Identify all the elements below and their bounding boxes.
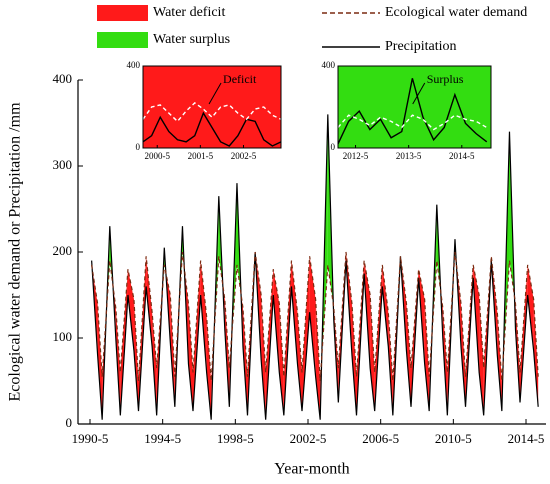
legend-swatch <box>97 5 148 21</box>
line <box>143 111 281 147</box>
area-fill <box>315 299 321 420</box>
area-fill <box>206 316 212 420</box>
area-fill <box>200 260 207 373</box>
area-fill <box>309 256 316 377</box>
area-fill <box>188 303 193 412</box>
x-tick-label: 2001-5 <box>188 151 214 161</box>
inset-background <box>143 66 281 148</box>
x-tick-label: 1998-5 <box>217 431 254 446</box>
area-fill <box>127 269 134 351</box>
legend: Water deficit Water surplus Ecological w… <box>97 5 527 54</box>
inset-plot <box>143 101 281 147</box>
legend-label: Water surplus <box>153 32 230 47</box>
x-tick-label: 1994-5 <box>144 431 181 446</box>
y-tick-label: 400 <box>53 71 73 86</box>
line <box>91 251 539 382</box>
x-tick-label: 2012-5 <box>343 151 369 161</box>
y-tick-label: 300 <box>53 157 73 172</box>
y-tick-label: 0 <box>331 142 336 152</box>
y-axis-label: Ecological water demand or Precipitation… <box>7 102 24 402</box>
y-tick-label: 0 <box>136 142 141 152</box>
area-fill <box>242 307 248 416</box>
y-tick-label: 400 <box>127 60 141 70</box>
y-tick-label: 400 <box>322 60 336 70</box>
legend-swatch <box>97 32 148 48</box>
line <box>338 114 488 131</box>
x-tick-label: 2000-5 <box>144 151 170 161</box>
area-fill <box>170 295 175 407</box>
x-tick-label: 2002-5 <box>231 151 257 161</box>
annotation: Surplus <box>427 72 464 86</box>
annotation: Deficit <box>223 72 257 86</box>
inset-background <box>338 66 491 148</box>
area-fill <box>479 295 484 416</box>
x-tick-label: 2014-5 <box>508 431 545 446</box>
area-fill <box>146 256 153 347</box>
inset-frame <box>337 65 492 149</box>
legend-label: Precipitation <box>385 39 457 54</box>
x-tick-label: 2002-5 <box>290 431 327 446</box>
x-tick-label: 1990-5 <box>72 431 109 446</box>
x-axis-label: Year-month <box>274 461 349 478</box>
y-tick-label: 200 <box>53 243 73 258</box>
area-fill <box>370 295 375 412</box>
line <box>338 78 488 145</box>
x-tick-label: 2014-5 <box>449 151 475 161</box>
area-fill <box>302 256 310 412</box>
line <box>143 101 281 123</box>
area-fill <box>261 295 266 420</box>
area-fill <box>527 264 534 351</box>
x-tick-label: 2013-5 <box>396 151 422 161</box>
area-fill <box>406 303 412 407</box>
inset-frame <box>142 65 282 149</box>
annotation-arrow <box>412 82 426 105</box>
inset-plot <box>338 78 488 145</box>
x-tick-label: 2010-5 <box>435 431 472 446</box>
y-tick-label: 0 <box>66 415 73 430</box>
y-tick-label: 100 <box>53 329 73 344</box>
area-fill <box>297 312 303 412</box>
legend-label: Ecological water demand <box>385 5 527 20</box>
line <box>91 114 539 420</box>
annotation-arrow <box>208 82 222 105</box>
plot <box>91 114 539 420</box>
area-fill <box>97 303 103 420</box>
legend-label: Water deficit <box>153 5 225 20</box>
area-fill <box>133 299 139 412</box>
x-tick-label: 2006-5 <box>362 431 399 446</box>
